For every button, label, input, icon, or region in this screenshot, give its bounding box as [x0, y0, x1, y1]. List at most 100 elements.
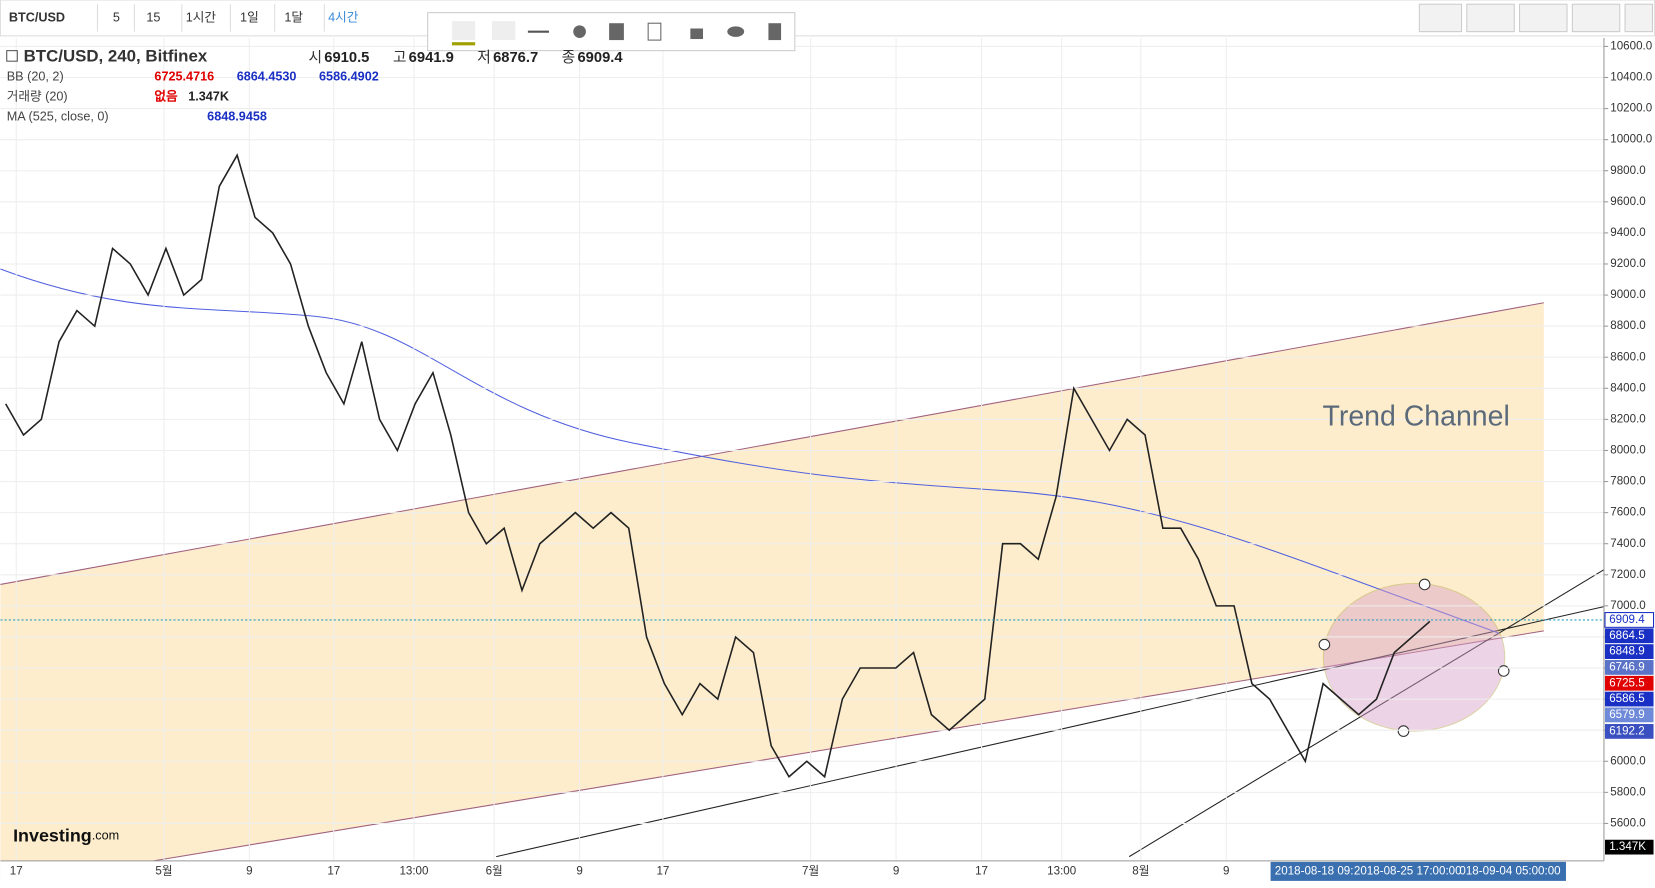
y-tick-label: 7400.0 [1610, 537, 1645, 550]
settings-icon[interactable] [573, 25, 586, 38]
volume-tag-label: 1.347K [1609, 840, 1646, 853]
lock-icon[interactable] [690, 28, 704, 40]
y-tick-label: 9200.0 [1610, 257, 1645, 270]
y-tick-label: 10600.0 [1610, 39, 1652, 52]
screenshot-button[interactable] [1418, 3, 1463, 33]
fill-tool[interactable] [492, 21, 516, 41]
x-tick-label: 7월 [802, 864, 819, 877]
ohlc-value: 6910.5 [324, 50, 369, 66]
fullscreen-button[interactable] [1624, 3, 1654, 33]
visibility-icon[interactable] [727, 26, 745, 37]
ohlc-value: 6876.7 [493, 50, 538, 66]
time-axis [0, 860, 1655, 883]
date-label: 2018-08-25 17:00:00 [1354, 864, 1462, 877]
price-tag-label: 6909.4 [1609, 613, 1645, 626]
price-axis [1603, 37, 1655, 861]
y-tick-label: 9800.0 [1610, 164, 1645, 177]
x-tick-label: 5월 [155, 864, 172, 877]
ohlc-key: 시 [308, 50, 322, 66]
color-swatch [451, 42, 476, 46]
price-tag-label: 6579.9 [1609, 708, 1644, 721]
y-tick-label: 9600.0 [1610, 195, 1645, 208]
save-button[interactable] [1571, 3, 1621, 33]
pen-tool[interactable] [451, 21, 476, 41]
interval-button[interactable]: 1일 [240, 10, 259, 24]
x-tick-label: 9 [246, 864, 252, 877]
interval-button[interactable]: 1시간 [186, 10, 217, 24]
trend-line [1128, 569, 1605, 858]
indicator-value: 6725.4716 [154, 69, 214, 83]
trend-line [496, 606, 1605, 858]
handle[interactable] [1397, 725, 1410, 737]
channel-top [0, 302, 1544, 585]
price-tag [1605, 628, 1654, 644]
delete-icon[interactable] [768, 23, 782, 41]
y-tick-label: 7800.0 [1610, 475, 1645, 488]
template-button[interactable] [1466, 3, 1515, 33]
x-tick-label: 17 [10, 864, 23, 877]
handle[interactable] [1418, 578, 1431, 591]
ohlc-key: 저 [477, 49, 491, 66]
y-tick-label: 5800.0 [1610, 785, 1645, 798]
channel-bottom [0, 630, 1544, 887]
load-button[interactable] [1519, 3, 1568, 33]
handle[interactable] [1497, 665, 1510, 677]
price-tag-label: 6192.2 [1609, 724, 1644, 737]
interval-button[interactable]: 15 [146, 10, 160, 24]
date-label: 2018-08-18 09: [1275, 864, 1354, 877]
indicator-value: 6864.4530 [237, 69, 297, 83]
ma-line [0, 268, 1499, 634]
x-tick-label: 6월 [486, 864, 503, 877]
layer-icon[interactable] [609, 23, 624, 41]
handle[interactable] [1318, 638, 1331, 651]
y-tick-label: 8000.0 [1610, 444, 1645, 457]
ohlc-key: 고 [393, 50, 407, 66]
y-tick-label: 10200.0 [1610, 102, 1652, 115]
price-tag [1605, 707, 1654, 723]
symbol[interactable]: BTC/USD [9, 10, 65, 24]
y-tick-label: 7000.0 [1610, 599, 1645, 612]
trend-channel [0, 302, 1544, 887]
x-tick-label: 9 [1223, 864, 1229, 877]
legend-title: BTC/USD, 240, Bitfinex [24, 46, 208, 65]
price-tag [1605, 644, 1654, 659]
x-tick-label: 13:00 [399, 864, 428, 877]
price-tag [1604, 612, 1655, 628]
interval-button[interactable]: 1달 [284, 10, 303, 24]
y-tick-label: 10000.0 [1610, 133, 1652, 146]
x-tick-label: 17 [656, 864, 669, 877]
ohlc-key: 종 [562, 50, 576, 66]
x-tick-label: 13:00 [1047, 864, 1076, 877]
interval-button[interactable]: 5 [113, 10, 120, 24]
indicator-name: MA (525, close, 0) [7, 109, 109, 123]
x-tick-label: 9 [893, 864, 899, 877]
y-tick-label: 8600.0 [1610, 350, 1645, 363]
price-tag-label: 6586.5 [1609, 692, 1644, 705]
x-tick-label: 17 [327, 864, 340, 877]
date-range [1270, 861, 1566, 881]
indicator-value: 6586.4902 [319, 69, 379, 83]
y-tick-label: 8400.0 [1610, 381, 1645, 394]
y-tick-label: 7200.0 [1610, 568, 1645, 581]
clone-icon[interactable] [647, 22, 662, 41]
y-tick-label: 10400.0 [1610, 71, 1652, 84]
volume-tag [1605, 839, 1654, 855]
indicator-name: 거래량 (20) [7, 89, 68, 103]
price-tag [1605, 724, 1654, 739]
y-tick-label: 8200.0 [1610, 412, 1645, 425]
collapse-box[interactable] [6, 50, 18, 62]
ohlc-value: 6941.9 [409, 50, 454, 66]
x-tick-label: 9 [576, 864, 582, 877]
logo: Investing.com [13, 825, 119, 845]
interval-button[interactable]: 4시간 [328, 10, 359, 24]
toolbar [0, 0, 1655, 37]
price-tag-label: 6848.9 [1609, 645, 1644, 658]
y-tick-label: 7600.0 [1610, 506, 1645, 519]
price-tag [1605, 675, 1654, 691]
date-label: 018-09-04 05:00:00 [1459, 864, 1560, 877]
indicator-name: BB (20, 2) [7, 69, 64, 83]
price-tag [1605, 691, 1654, 707]
y-tick-label: 6000.0 [1610, 754, 1645, 767]
